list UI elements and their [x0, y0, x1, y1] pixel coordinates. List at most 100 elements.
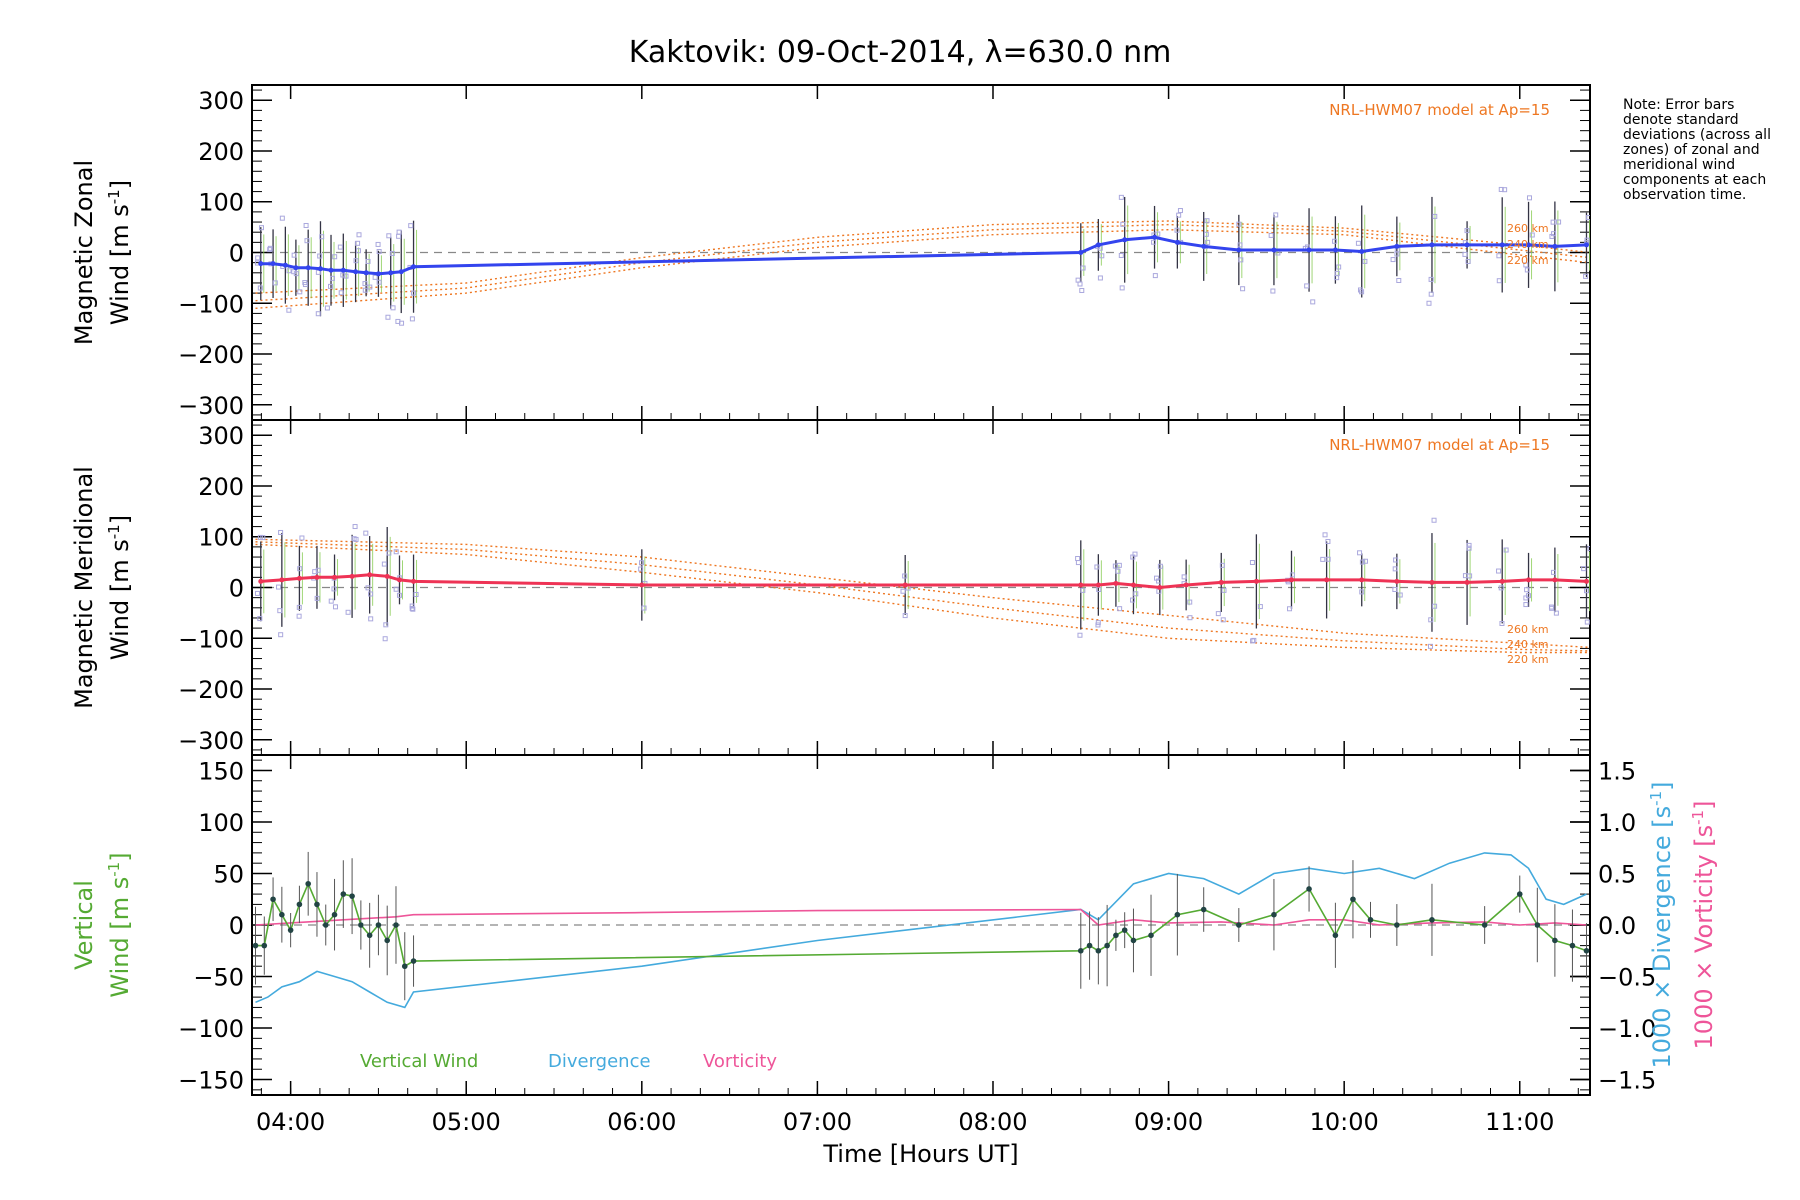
zone-sample — [297, 566, 303, 572]
zone-sample — [356, 232, 362, 238]
vorticity-line — [255, 908, 1587, 926]
zone-sample — [368, 591, 374, 597]
zone-sample — [1464, 228, 1470, 234]
zone-sample — [1310, 299, 1316, 305]
zone-sample — [386, 550, 392, 556]
plot-frames — [251, 84, 1591, 1096]
zone-sample — [315, 567, 321, 573]
zone-sample — [1238, 257, 1244, 263]
zone-sample — [383, 622, 389, 628]
zone-sample — [1336, 264, 1342, 270]
zone-sample — [1174, 227, 1180, 233]
zone-sample — [1523, 602, 1529, 608]
zone-sample — [1119, 285, 1125, 291]
meridional-wind-point — [1499, 578, 1505, 584]
zone-sample — [329, 275, 335, 281]
x-tick-label: 10:00 — [1310, 1108, 1379, 1136]
zone-sample — [409, 605, 415, 611]
zone-sample — [1080, 265, 1086, 271]
zone-sample — [286, 307, 292, 313]
zone-sample — [1268, 232, 1274, 238]
zone-sample — [1080, 587, 1086, 593]
meridional-wind-point — [1583, 578, 1589, 584]
zone-sample — [389, 250, 395, 256]
zone-sample — [1215, 611, 1221, 617]
zone-sample — [1094, 564, 1100, 570]
meridional-wind-point — [279, 577, 285, 583]
zone-sample — [276, 584, 282, 590]
meridional-wind-point — [396, 577, 402, 583]
zone-sample — [638, 566, 644, 572]
zonal-wind-point — [353, 269, 359, 275]
vertical-wind-point — [358, 922, 364, 928]
zone-sample — [1249, 560, 1255, 566]
zone-sample — [1203, 231, 1209, 237]
vertical-wind-point — [1481, 922, 1488, 928]
y-tick-label: 100 — [198, 524, 244, 552]
zone-sample — [376, 279, 382, 285]
zone-sample — [399, 320, 405, 326]
meridional-wind-point — [902, 582, 908, 588]
zonal-wind-line — [260, 235, 1587, 276]
zone-sample — [1362, 258, 1368, 264]
zone-sample — [1257, 604, 1263, 610]
zone-sample — [1466, 542, 1472, 548]
vertical-wind-point — [366, 932, 373, 939]
chart-title: Kaktovik: 09-Oct-2014, λ=630.0 nm — [629, 35, 1172, 70]
vertical-wind-point — [1306, 886, 1312, 892]
zone-sample — [362, 287, 368, 293]
meridional-wind-point — [1526, 577, 1532, 583]
zone-sample — [1250, 638, 1256, 644]
y-axis-label-zonal: Magnetic Zonal — [70, 160, 98, 345]
altitude-label: 220 km — [1507, 653, 1549, 666]
vertical-wind-point — [410, 958, 417, 964]
zone-sample — [1355, 240, 1361, 246]
zonal-wind-point — [1359, 248, 1365, 254]
y2-tick-label: 1.5 — [1598, 757, 1636, 785]
y-tick-label: 0 — [229, 912, 244, 940]
zonal-wind-point — [340, 267, 346, 273]
zone-sample — [1079, 287, 1085, 293]
zonal-wind-point — [1095, 242, 1101, 248]
zone-sample — [1392, 586, 1398, 592]
y2-axis-label-divergence: 1000 × Divergence [s-1] — [1647, 781, 1676, 1068]
zone-sample — [1304, 283, 1310, 289]
model-curve-2 — [255, 543, 1590, 654]
vertical-wind-point — [296, 901, 303, 908]
zonal-wind-point — [305, 265, 311, 271]
zonal-wind-point — [1583, 242, 1589, 248]
y2-tick-label: 0.0 — [1598, 912, 1636, 940]
vertical-wind-point — [331, 911, 338, 918]
zone-sample — [1432, 213, 1438, 219]
zonal-wind-point — [328, 267, 334, 273]
zone-sample — [1115, 568, 1121, 574]
zonal-wind-point — [1394, 243, 1400, 249]
vertical-wind-point — [384, 937, 391, 944]
zonal-wind-point — [398, 269, 404, 275]
zonal-wind-point — [1174, 239, 1180, 245]
vertical-wind-point — [375, 922, 382, 928]
zone-sample — [304, 238, 310, 244]
zone-sample — [324, 305, 330, 311]
zonal-wind-point — [1078, 250, 1084, 255]
zone-sample — [396, 233, 402, 239]
zone-sample — [1151, 239, 1157, 245]
zonal-wind-point — [363, 270, 369, 276]
y-tick-label: −50 — [193, 964, 244, 992]
altitude-label: 240 km — [1507, 238, 1549, 251]
vertical-wind-point — [1429, 917, 1435, 923]
y2-tick-label: −1.0 — [1598, 1015, 1656, 1043]
zone-sample — [1359, 289, 1365, 295]
data-layer — [252, 186, 1590, 1009]
zone-sample — [900, 588, 906, 594]
zone-sample — [1526, 195, 1532, 201]
vertical-wind-point — [287, 927, 294, 933]
zone-sample — [1496, 253, 1502, 259]
zone-sample — [1204, 218, 1210, 224]
error-bar-note: Note: Error bars denote standard deviati… — [1623, 97, 1771, 203]
zone-sample — [1585, 215, 1590, 221]
zone-sample — [1524, 267, 1530, 273]
zone-sample — [1133, 591, 1139, 597]
vertical-wind-point — [1174, 911, 1181, 918]
